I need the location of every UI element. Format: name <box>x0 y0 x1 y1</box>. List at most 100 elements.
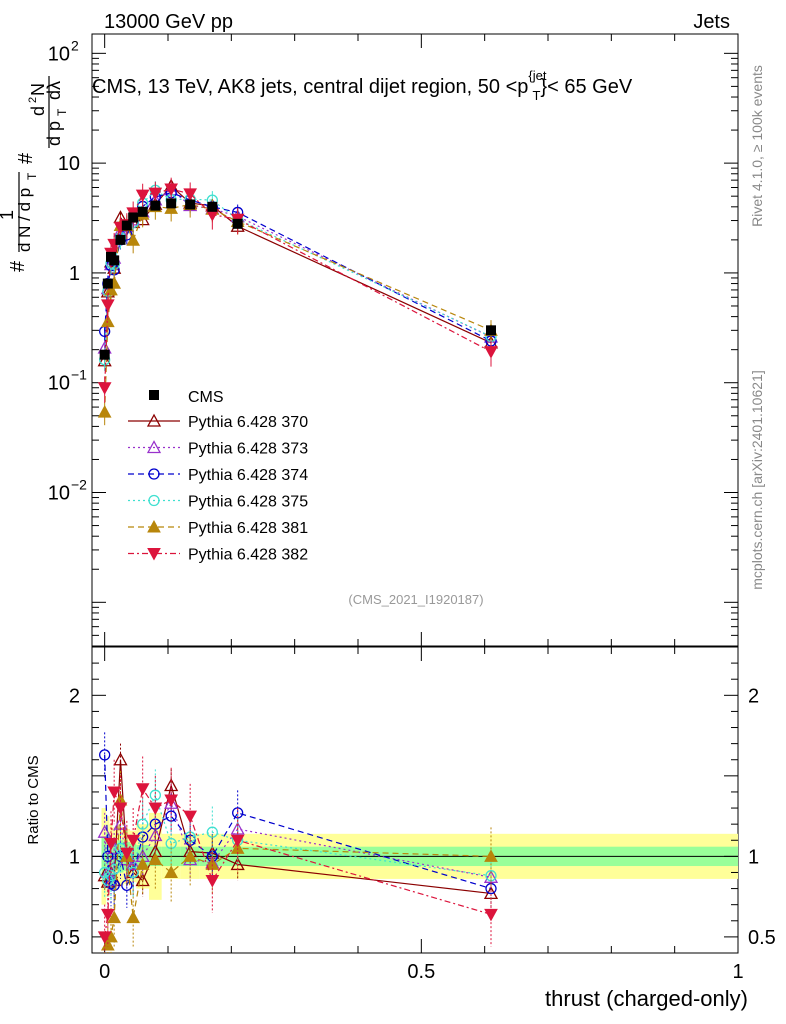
ratio-point <box>484 849 498 862</box>
header-left: 13000 GeV pp <box>104 11 233 33</box>
ratio-point <box>183 849 198 862</box>
cms-data-point <box>115 234 126 245</box>
cms-data-point <box>207 201 218 212</box>
ratio-point <box>119 847 134 861</box>
y-tick-label: 1 <box>69 263 80 285</box>
y-label-hash-b: # <box>15 152 37 164</box>
ratio-point <box>230 834 245 848</box>
ratio-line <box>106 799 492 953</box>
ratio-point <box>108 863 120 875</box>
ratio-point <box>484 908 498 922</box>
series-point <box>97 382 112 395</box>
y-label-denom-2: d p <box>44 121 64 146</box>
y-label-hash-a: # <box>7 260 29 272</box>
legend-entry: Pythia 6.428 373 <box>128 440 308 458</box>
legend-label: Pythia 6.428 381 <box>188 520 308 537</box>
cms-data-point <box>128 212 139 223</box>
y-label-num-2: d <box>28 106 48 116</box>
series-line <box>104 185 492 361</box>
ratio-point <box>102 850 114 863</box>
y-tick-label: 10 <box>58 153 80 175</box>
cms-data-point <box>121 220 132 231</box>
ratio-axis-ticks <box>92 646 739 954</box>
y-label-sub-2: T <box>55 108 69 116</box>
y-tick-exponent: −2 <box>71 477 87 493</box>
plot-title-end: }< 65 GeV <box>540 76 632 98</box>
legend-entry: Pythia 6.428 381 <box>128 519 308 537</box>
legend-marker <box>147 548 161 561</box>
ratio-point <box>135 783 150 796</box>
legend: CMS Pythia 6.428 370 Pythia 6.428 373 Pythi… <box>128 389 308 564</box>
series-line <box>104 189 492 349</box>
legend-entry: Pythia 6.428 374 <box>128 467 308 484</box>
ratio-point <box>107 786 122 799</box>
ratio-line <box>104 787 492 937</box>
ratio-point <box>99 749 111 761</box>
x-tick-label: 0 <box>99 961 110 983</box>
ratio-y-tick-label-right: 1 <box>748 846 759 868</box>
legend-entry-cms: CMS <box>149 389 224 406</box>
y-label-num-exp: 2 <box>27 97 39 103</box>
legend-entry: Pythia 6.428 375 <box>128 494 308 511</box>
ratio-point <box>135 857 150 870</box>
y-label-num-3: N <box>28 83 48 96</box>
legend-label-cms: CMS <box>188 389 224 406</box>
cms-data-point <box>102 278 113 289</box>
y-tick-exponent: −1 <box>71 367 87 383</box>
legend-entry: Pythia 6.428 382 <box>128 547 308 564</box>
y-label-denom-1: d N / d p <box>15 188 34 252</box>
legend-marker-cms <box>149 390 159 400</box>
series-point <box>97 405 112 418</box>
legend-label: Pythia 6.428 374 <box>188 467 308 484</box>
x-tick-label: 1 <box>732 961 743 983</box>
main-plot-frame <box>91 33 739 647</box>
y-tick-label: 10 <box>48 43 70 65</box>
cms-data-point <box>137 206 148 217</box>
ratio-point <box>135 873 150 887</box>
legend-label: Pythia 6.428 375 <box>188 494 308 511</box>
ratio-y-tick-label-right: 0.5 <box>748 927 776 949</box>
ratio-point <box>113 802 128 816</box>
y-label-num-1: 1 <box>0 210 17 220</box>
ratio-point <box>164 778 179 792</box>
ratio-series-pythia-6-428-382 <box>97 756 498 953</box>
y-tick-label: 10 <box>48 373 70 395</box>
legend-label: Pythia 6.428 370 <box>188 414 308 431</box>
ratio-y-label: Ratio to CMS <box>25 755 42 844</box>
x-axis-label: thrust (charged-only) <box>545 986 748 1011</box>
ratio-point <box>100 908 115 922</box>
legend-marker <box>147 519 161 533</box>
header-right: Jets <box>693 11 730 33</box>
ratio-point <box>148 852 163 866</box>
ratio-series-pythia-6-428-381 <box>100 771 498 953</box>
series-point <box>100 299 115 312</box>
cms-data-point <box>486 325 496 336</box>
series-line <box>104 192 492 342</box>
legend-label: Pythia 6.428 373 <box>188 441 308 458</box>
cms-data-point <box>109 255 120 266</box>
series-point <box>484 346 498 359</box>
ratio-y-tick-label: 2 <box>69 685 80 707</box>
cms-data-point <box>185 199 196 210</box>
plot-title-sup: {jet <box>528 68 546 83</box>
series-point <box>148 187 163 201</box>
y-label-sub-1: T <box>25 172 39 180</box>
ratio-point <box>164 865 179 878</box>
ratio-point <box>126 834 141 848</box>
cms-data-point <box>232 218 243 229</box>
series-line <box>104 188 492 388</box>
legend-label: Pythia 6.428 382 <box>188 547 308 564</box>
ratio-point <box>104 837 118 851</box>
legend-entry: Pythia 6.428 370 <box>128 413 308 431</box>
cms-data-point <box>166 198 177 209</box>
plot-title-sub: T <box>532 88 540 103</box>
legend-marker <box>146 413 162 427</box>
cms-data-series <box>99 198 496 360</box>
main-series-layer <box>97 177 499 426</box>
x-tick-label: 0.5 <box>407 961 435 983</box>
ratio-y-tick-label-right: 2 <box>748 685 759 707</box>
ratio-point <box>107 910 122 924</box>
x-tick-labels: 0 0.5 1 <box>99 961 743 983</box>
ratio-y-tick-label: 1 <box>69 846 80 868</box>
